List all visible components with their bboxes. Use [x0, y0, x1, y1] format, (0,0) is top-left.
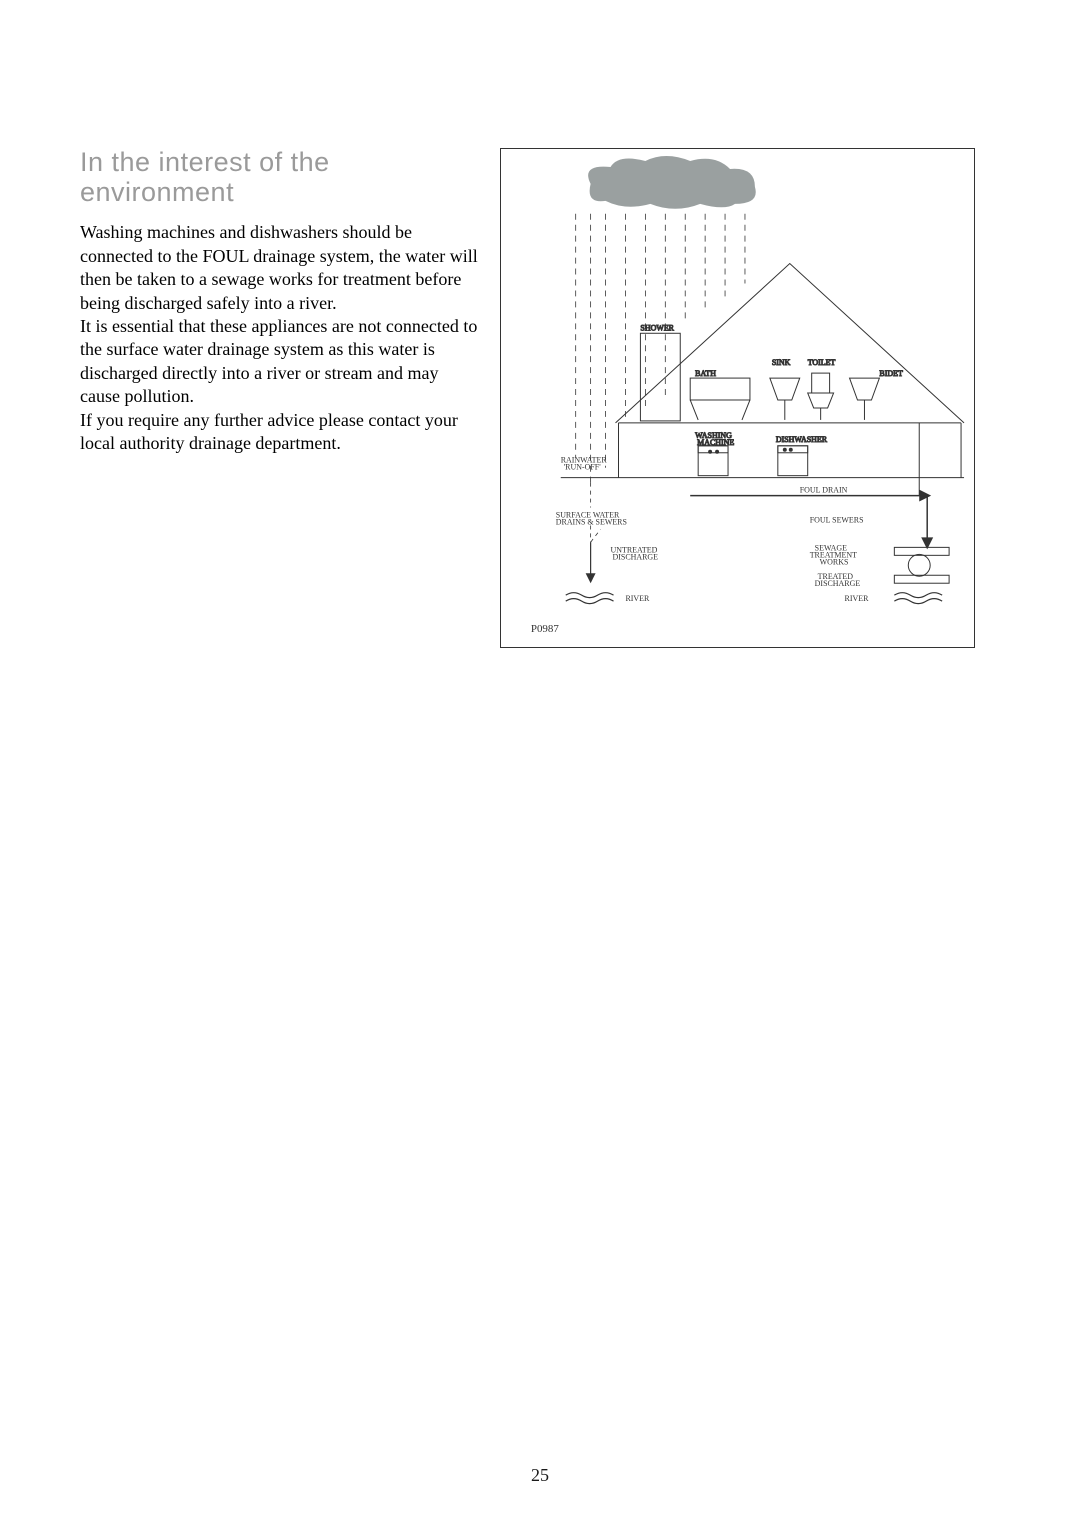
foul-drain-label: FOUL DRAIN: [800, 486, 848, 495]
figure-id: P0987: [531, 623, 559, 635]
dishwasher-label: DISHWASHER: [776, 435, 828, 444]
shower-label: SHOWER: [640, 323, 674, 332]
treatment-works-icon: [894, 547, 949, 583]
river-right-icon: [894, 593, 942, 604]
appliances: WASHING MACHINE DISHWASHER: [619, 423, 920, 496]
sink-label: SINK: [772, 358, 791, 367]
river-right-label: RIVER: [845, 594, 870, 603]
paragraph-1: Washing machines and dishwashers should …: [80, 222, 478, 312]
untreated-label-2: DISCHARGE: [613, 552, 659, 561]
treated-label-2: DISCHARGE: [815, 579, 861, 588]
diagram-column: SHOWER BATH SINK TOILET: [500, 148, 1000, 648]
sewage-label-3: WORKS: [820, 557, 849, 566]
rainwater-label-2: 'RUN-OFF': [564, 463, 601, 472]
house-outline: [561, 264, 964, 478]
river-left-label: RIVER: [625, 594, 650, 603]
text-column: In the interest of the environment Washi…: [80, 148, 480, 648]
drainage-diagram: SHOWER BATH SINK TOILET: [500, 148, 975, 648]
body-text: Washing machines and dishwashers should …: [80, 221, 480, 455]
foul-sewers-label: FOUL SEWERS: [810, 515, 864, 524]
page-content: In the interest of the environment Washi…: [0, 0, 1080, 708]
surface-water-label-2: DRAINS & SEWERS: [556, 517, 627, 526]
bath-label: BATH: [695, 369, 716, 378]
river-left-icon: [566, 593, 614, 604]
page-number: 25: [0, 1465, 1080, 1486]
cloud-icon: [588, 156, 756, 209]
toilet-label: TOILET: [808, 358, 836, 367]
section-heading: In the interest of the environment: [80, 148, 480, 207]
paragraph-3: If you require any further advice please…: [80, 410, 458, 453]
bidet-label: BIDET: [879, 369, 903, 378]
paragraph-2: It is essential that these appliances ar…: [80, 316, 477, 406]
bathroom-fixtures: SHOWER BATH SINK TOILET: [640, 323, 903, 421]
washing-machine-label-2: MACHINE: [697, 438, 734, 447]
